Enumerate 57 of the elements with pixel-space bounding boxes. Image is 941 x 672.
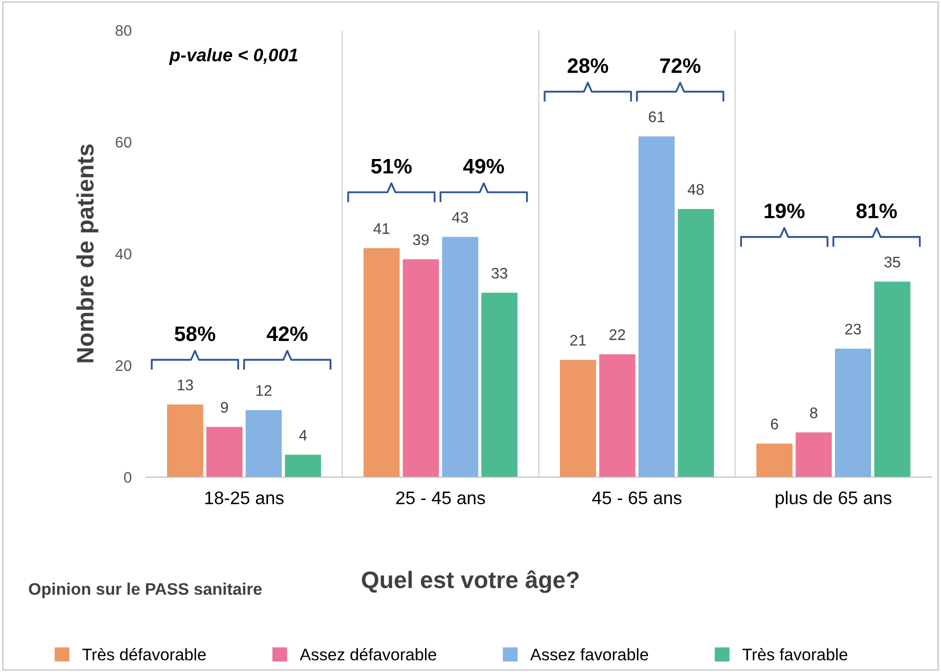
annotation: 51% [371, 158, 412, 174]
data-label: 48 [688, 184, 704, 195]
data-label: 22 [610, 329, 626, 340]
annotation: 49% [463, 158, 504, 174]
data-label: 21 [570, 334, 586, 346]
legend-label: Très défavorable [82, 648, 206, 660]
annotation: 28% [568, 58, 608, 74]
data-label: 33 [492, 268, 508, 279]
x-tick-label: 25 - 45 ans [396, 491, 486, 504]
legend-label: Assez défavorable [300, 648, 436, 660]
bar [206, 426, 242, 478]
data-label: 41 [373, 223, 390, 234]
bar [796, 432, 832, 478]
bar [246, 410, 282, 478]
data-label: 9 [220, 402, 228, 413]
legend-title: Opinion sur le PASS sanitaire [28, 582, 262, 598]
y-tick-label: 20 [116, 360, 132, 372]
annotation: 42% [266, 326, 308, 342]
bar [756, 444, 793, 478]
bar [874, 282, 910, 478]
bar [638, 136, 675, 478]
data-label: 39 [412, 234, 429, 246]
annotation: p-value < 0,001 [169, 48, 298, 65]
y-tick-label: 80 [116, 25, 132, 36]
bar [560, 360, 596, 478]
data-label: 61 [648, 111, 664, 122]
annotation: 81% [856, 204, 897, 218]
bar [442, 236, 478, 478]
x-tick-label: 45 - 65 ans [592, 491, 682, 504]
data-label: 35 [884, 256, 900, 268]
bar [284, 454, 322, 478]
annotation: 58% [174, 326, 216, 342]
legend-label: Assez favorable [530, 648, 648, 660]
x-tick-label: plus de 65 ans [776, 491, 892, 508]
data-label: 13 [178, 380, 193, 390]
annotation: 72% [660, 58, 700, 73]
data-label: 8 [810, 407, 818, 418]
bar [402, 259, 439, 478]
data-label: 43 [452, 212, 468, 223]
y-tick-label: 60 [116, 136, 132, 148]
data-label: 23 [845, 324, 861, 335]
data-label: 12 [256, 385, 272, 396]
data-label: 6 [770, 418, 778, 430]
bar [167, 404, 204, 478]
x-tick-label: 18-25 ans [205, 491, 284, 504]
y-tick-label: 0 [124, 472, 132, 483]
y-tick-label: 40 [115, 248, 132, 260]
legend-label: Très favorable [742, 648, 848, 660]
annotation: 19% [764, 204, 805, 218]
bar [678, 208, 714, 478]
bar [481, 292, 518, 478]
y-axis-title: Nombre de patients [76, 144, 98, 362]
data-label: 4 [299, 430, 307, 440]
x-axis-title: Quel est votre âge? [362, 570, 579, 594]
bar [364, 248, 400, 478]
bar [834, 348, 872, 478]
bar [599, 354, 636, 478]
